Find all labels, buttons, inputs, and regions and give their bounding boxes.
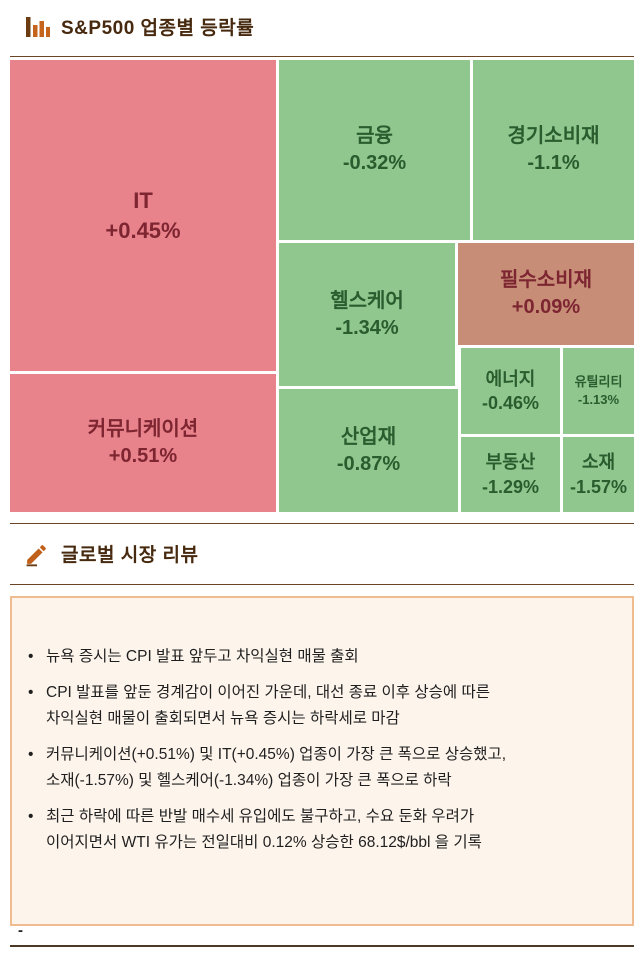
cell-value: +0.51% [108, 445, 178, 467]
cell-value: -0.46% [481, 393, 540, 413]
divider-under-treemap-title [10, 56, 634, 57]
bullet-marker: • [28, 746, 34, 763]
cell-label: 필수소비재 [500, 269, 592, 291]
review-section-title: 글로벌 시장 리뷰 [61, 545, 199, 566]
treemap-cell-materials: 소재 -1.57% [563, 437, 634, 512]
treemap-cell-consumer-discretionary: 경기소비재 -1.1% [473, 60, 634, 240]
bullet-text: CPI 발표를 앞둔 경계감이 이어진 가운데, 대선 종료 이후 상승에 따른… [46, 684, 490, 727]
cell-value: -0.32% [342, 152, 407, 174]
treemap-cell-real-estate: 부동산 -1.29% [461, 437, 560, 512]
review-bullet-4: • 최근 하락에 따른 반발 매수세 유입에도 불구하고, 수요 둔화 우려가 … [28, 804, 612, 856]
treemap-cell-industrials: 산업재 -0.87% [279, 389, 458, 512]
cell-value: -1.34% [335, 316, 399, 339]
review-bullet-list: • 뉴욕 증시는 CPI 발표 앞두고 차익실현 매물 출회 • CPI 발표를… [28, 644, 612, 856]
cell-label: 헬스케어 [330, 289, 404, 312]
cell-value: -1.29% [481, 476, 540, 497]
cell-value: -1.13% [577, 392, 620, 407]
cell-label: 소재 [581, 452, 616, 473]
bullet-text: 뉴욕 증시는 CPI 발표 앞두고 차익실현 매물 출회 [46, 648, 359, 665]
cell-value: -1.1% [527, 152, 580, 174]
cell-label: 경기소비재 [507, 125, 600, 147]
treemap-cell-financials: 금융 -0.32% [279, 60, 470, 240]
treemap-cell-energy: 에너지 -0.46% [461, 348, 560, 434]
sector-treemap: IT +0.45% 커뮤니케이션 +0.51% 금융 -0.32% 경기소비재 … [10, 60, 634, 512]
cell-label: 유틸리티 [574, 374, 623, 390]
divider-under-treemap [10, 523, 634, 524]
cell-label: 에너지 [485, 368, 536, 389]
bullet-text: 최근 하락에 따른 반발 매수세 유입에도 불구하고, 수요 둔화 우려가 이어… [46, 808, 482, 851]
treemap-cell-utilities: 유틸리티 -1.13% [563, 348, 634, 434]
footer-dash: - [18, 922, 23, 939]
cell-label: 금융 [356, 125, 393, 147]
cell-value: +0.45% [105, 217, 181, 243]
bullet-marker: • [28, 808, 34, 825]
treemap-cell-healthcare: 헬스케어 -1.34% [279, 243, 455, 386]
treemap-section-title: S&P500 업종별 등락률 [61, 18, 255, 39]
review-bullet-2: • CPI 발표를 앞둔 경계감이 이어진 가운데, 대선 종료 이후 상승에 … [28, 680, 612, 732]
cell-label: 부동산 [485, 452, 536, 473]
cell-label: 산업재 [340, 425, 397, 448]
cell-label: IT [133, 187, 153, 213]
review-bullet-3: • 커뮤니케이션(+0.51%) 및 IT(+0.45%) 업종이 가장 큰 폭… [28, 742, 612, 794]
treemap-cell-consumer-staples: 필수소비재 +0.09% [458, 243, 634, 345]
cell-value: -1.57% [569, 476, 628, 497]
bullet-text: 커뮤니케이션(+0.51%) 및 IT(+0.45%) 업종이 가장 큰 폭으로… [46, 746, 507, 789]
divider-under-review-title [10, 584, 634, 585]
treemap-cell-communication: 커뮤니케이션 +0.51% [10, 374, 276, 512]
cell-value: -0.87% [336, 452, 401, 475]
review-section-header: 글로벌 시장 리뷰 [24, 540, 198, 567]
global-market-review-box: • 뉴욕 증시는 CPI 발표 앞두고 차익실현 매물 출회 • CPI 발표를… [10, 596, 634, 926]
bullet-marker: • [28, 684, 34, 701]
treemap-cell-it: IT +0.45% [10, 60, 276, 371]
cell-label: 커뮤니케이션 [87, 418, 199, 440]
review-bullet-1: • 뉴욕 증시는 CPI 발표 앞두고 차익실현 매물 출회 [28, 644, 612, 670]
treemap-section-header: S&P500 업종별 등락률 [24, 13, 254, 40]
cell-value: +0.09% [511, 296, 581, 318]
bar-chart-icon [24, 14, 50, 40]
bullet-marker: • [28, 648, 34, 665]
page-bottom-rule [10, 945, 634, 947]
pencil-icon [24, 541, 50, 567]
